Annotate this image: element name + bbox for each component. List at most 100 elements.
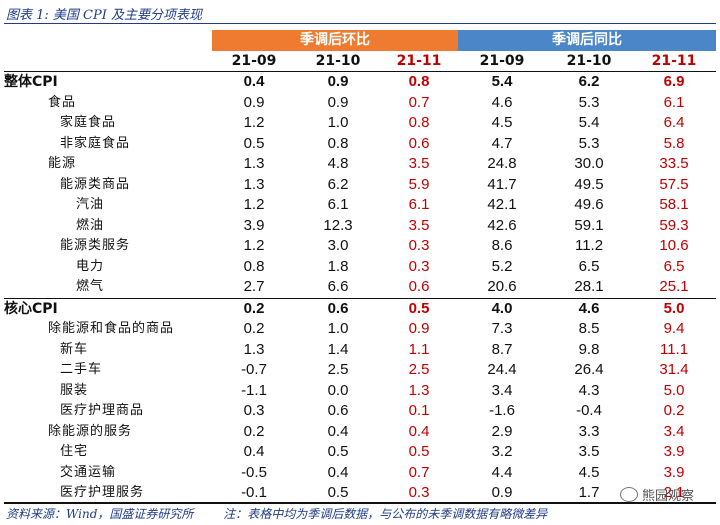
- value-cell: 4.0: [458, 297, 547, 319]
- value-cell: 0.3: [243, 402, 265, 420]
- value-cell: 8.6: [491, 237, 513, 255]
- value-cell: 5.0: [663, 381, 685, 399]
- value-cell: 1.8: [327, 257, 349, 275]
- value-cell: 2.5: [408, 361, 430, 379]
- row-label: 食品: [48, 94, 77, 110]
- value-cell: 1.3: [243, 340, 265, 358]
- value-cell: 5.8: [663, 134, 685, 152]
- value-cell: 5.2: [491, 257, 513, 275]
- group-header-mom: 季调后环比: [212, 30, 459, 51]
- value-cell: 24.8: [487, 155, 517, 173]
- value-cell: 5.4: [578, 114, 600, 132]
- table-row: 医疗护理商品 0.3 0.6 0.1 -1.6 -0.4 0.2: [4, 401, 716, 422]
- table-row: 医疗护理服务 -0.1 0.5 0.3 0.9 1.7 2.1: [4, 483, 716, 504]
- figure-caption: 图表 1: 美国 CPI 及主要分项表现: [6, 8, 203, 23]
- wechat-icon: [619, 487, 638, 502]
- watermark-text: 熊园观察: [641, 489, 694, 504]
- row-label: 家庭食品: [60, 115, 117, 131]
- value-cell: 1.1: [408, 340, 430, 358]
- value-cell: 11.2: [574, 237, 604, 255]
- table-row: 服装 -1.1 0.0 1.3 3.4 4.3 5.0: [4, 381, 716, 402]
- value-cell: 4.7: [491, 134, 513, 152]
- value-cell: 6.5: [663, 257, 685, 275]
- value-cell: 0.5: [327, 443, 349, 461]
- month-header: 21-09: [212, 50, 296, 72]
- value-cell: 1.2: [243, 237, 265, 255]
- month-header: 21-11: [380, 50, 459, 72]
- value-cell: 3.5: [408, 216, 430, 234]
- table-row: 电力 0.8 1.8 0.3 5.2 6.5 6.5: [4, 257, 716, 278]
- value-cell: 25.1: [659, 278, 689, 296]
- row-label: 交通运输: [60, 464, 117, 480]
- value-cell: 0.4: [243, 443, 265, 461]
- value-cell: 6.2: [327, 175, 349, 193]
- value-cell: 0.8: [408, 114, 430, 132]
- value-cell: 42.6: [487, 216, 517, 234]
- value-cell: 3.5: [408, 155, 430, 173]
- footer: 资料来源：Wind，国盛证券研究所 注：表格中均为季调后数据，与公布的未季调数据…: [6, 505, 547, 522]
- value-cell: 0.9: [243, 93, 265, 111]
- table-row: 整体CPI 0.4 0.9 0.8 5.4 6.2 6.9: [4, 71, 717, 93]
- value-cell: 1.3: [243, 155, 265, 173]
- value-cell: 6.2: [546, 71, 633, 93]
- value-cell: 2.5: [327, 361, 349, 379]
- value-cell: 1.2: [243, 114, 265, 132]
- row-label: 汽油: [76, 197, 105, 213]
- value-cell: 0.6: [296, 297, 380, 319]
- value-cell: 0.2: [663, 402, 685, 420]
- value-cell: 3.5: [578, 443, 600, 461]
- value-cell: 42.1: [487, 196, 517, 214]
- month-header-row: 21-09 21-10 21-11 21-09 21-10 21-11: [4, 50, 717, 72]
- table-note: 注：表格中均为季调后数据，与公布的未季调数据有略微差异: [223, 507, 548, 521]
- table-body: 整体CPI 0.4 0.9 0.8 5.4 6.2 6.9 食品 0.9 0.9 0.7 4.6 5.3…: [4, 71, 717, 504]
- source-note: 资料来源：Wind，国盛证券研究所: [6, 507, 194, 521]
- value-cell: -1.1: [241, 381, 267, 399]
- value-cell: 0.6: [327, 402, 349, 420]
- row-label: 燃气: [76, 279, 105, 295]
- value-cell: 0.7: [408, 463, 430, 481]
- table-row: 食品 0.9 0.9 0.7 4.6 5.3 6.1: [4, 93, 716, 114]
- row-label: 核心CPI: [4, 297, 212, 319]
- footer-divider: [4, 502, 716, 504]
- value-cell: 20.6: [487, 278, 517, 296]
- value-cell: 7.3: [491, 320, 513, 338]
- value-cell: 4.6: [491, 93, 513, 111]
- value-cell: 0.6: [408, 134, 430, 152]
- row-label: 医疗护理服务: [60, 485, 145, 501]
- row-label: 整体CPI: [4, 71, 212, 93]
- value-cell: 0.8: [243, 257, 265, 275]
- value-cell: 5.0: [632, 297, 717, 319]
- table-row: 能源类服务 1.2 3.0 0.3 8.6 11.2 10.6: [4, 236, 716, 257]
- month-header: 21-10: [546, 50, 633, 72]
- value-cell: 9.4: [663, 320, 685, 338]
- value-cell: 5.3: [578, 134, 600, 152]
- table-row: 燃油 3.9 12.3 3.5 42.6 59.1 59.3: [4, 216, 716, 237]
- value-cell: 0.1: [408, 402, 430, 420]
- value-cell: 49.5: [574, 175, 604, 193]
- value-cell: 4.3: [578, 381, 600, 399]
- row-label: 非家庭食品: [60, 135, 131, 151]
- value-cell: 8.7: [491, 340, 513, 358]
- value-cell: 0.6: [408, 278, 430, 296]
- value-cell: 4.5: [578, 463, 600, 481]
- value-cell: 6.9: [632, 71, 717, 93]
- row-label: 新车: [60, 341, 89, 357]
- watermark: 熊园观察: [619, 485, 694, 504]
- value-cell: 0.8: [327, 134, 349, 152]
- value-cell: 1.4: [327, 340, 349, 358]
- table-row: 燃气 2.7 6.6 0.6 20.6 28.1 25.1: [4, 277, 716, 298]
- value-cell: 3.2: [491, 443, 513, 461]
- value-cell: 5.4: [458, 71, 547, 93]
- value-cell: 3.4: [491, 381, 513, 399]
- row-label: 燃油: [76, 217, 105, 233]
- table-row: 核心CPI 0.2 0.6 0.5 4.0 4.6 5.0: [4, 297, 717, 319]
- value-cell: 0.4: [408, 422, 430, 440]
- empty-corner: [4, 30, 212, 51]
- row-label: 除能源和食品的商品: [48, 321, 175, 337]
- value-cell: 0.2: [212, 297, 296, 319]
- value-cell: 0.2: [243, 320, 265, 338]
- empty-corner: [4, 50, 212, 72]
- value-cell: 0.5: [327, 484, 349, 502]
- value-cell: 3.0: [327, 237, 349, 255]
- row-label: 住宅: [60, 444, 89, 460]
